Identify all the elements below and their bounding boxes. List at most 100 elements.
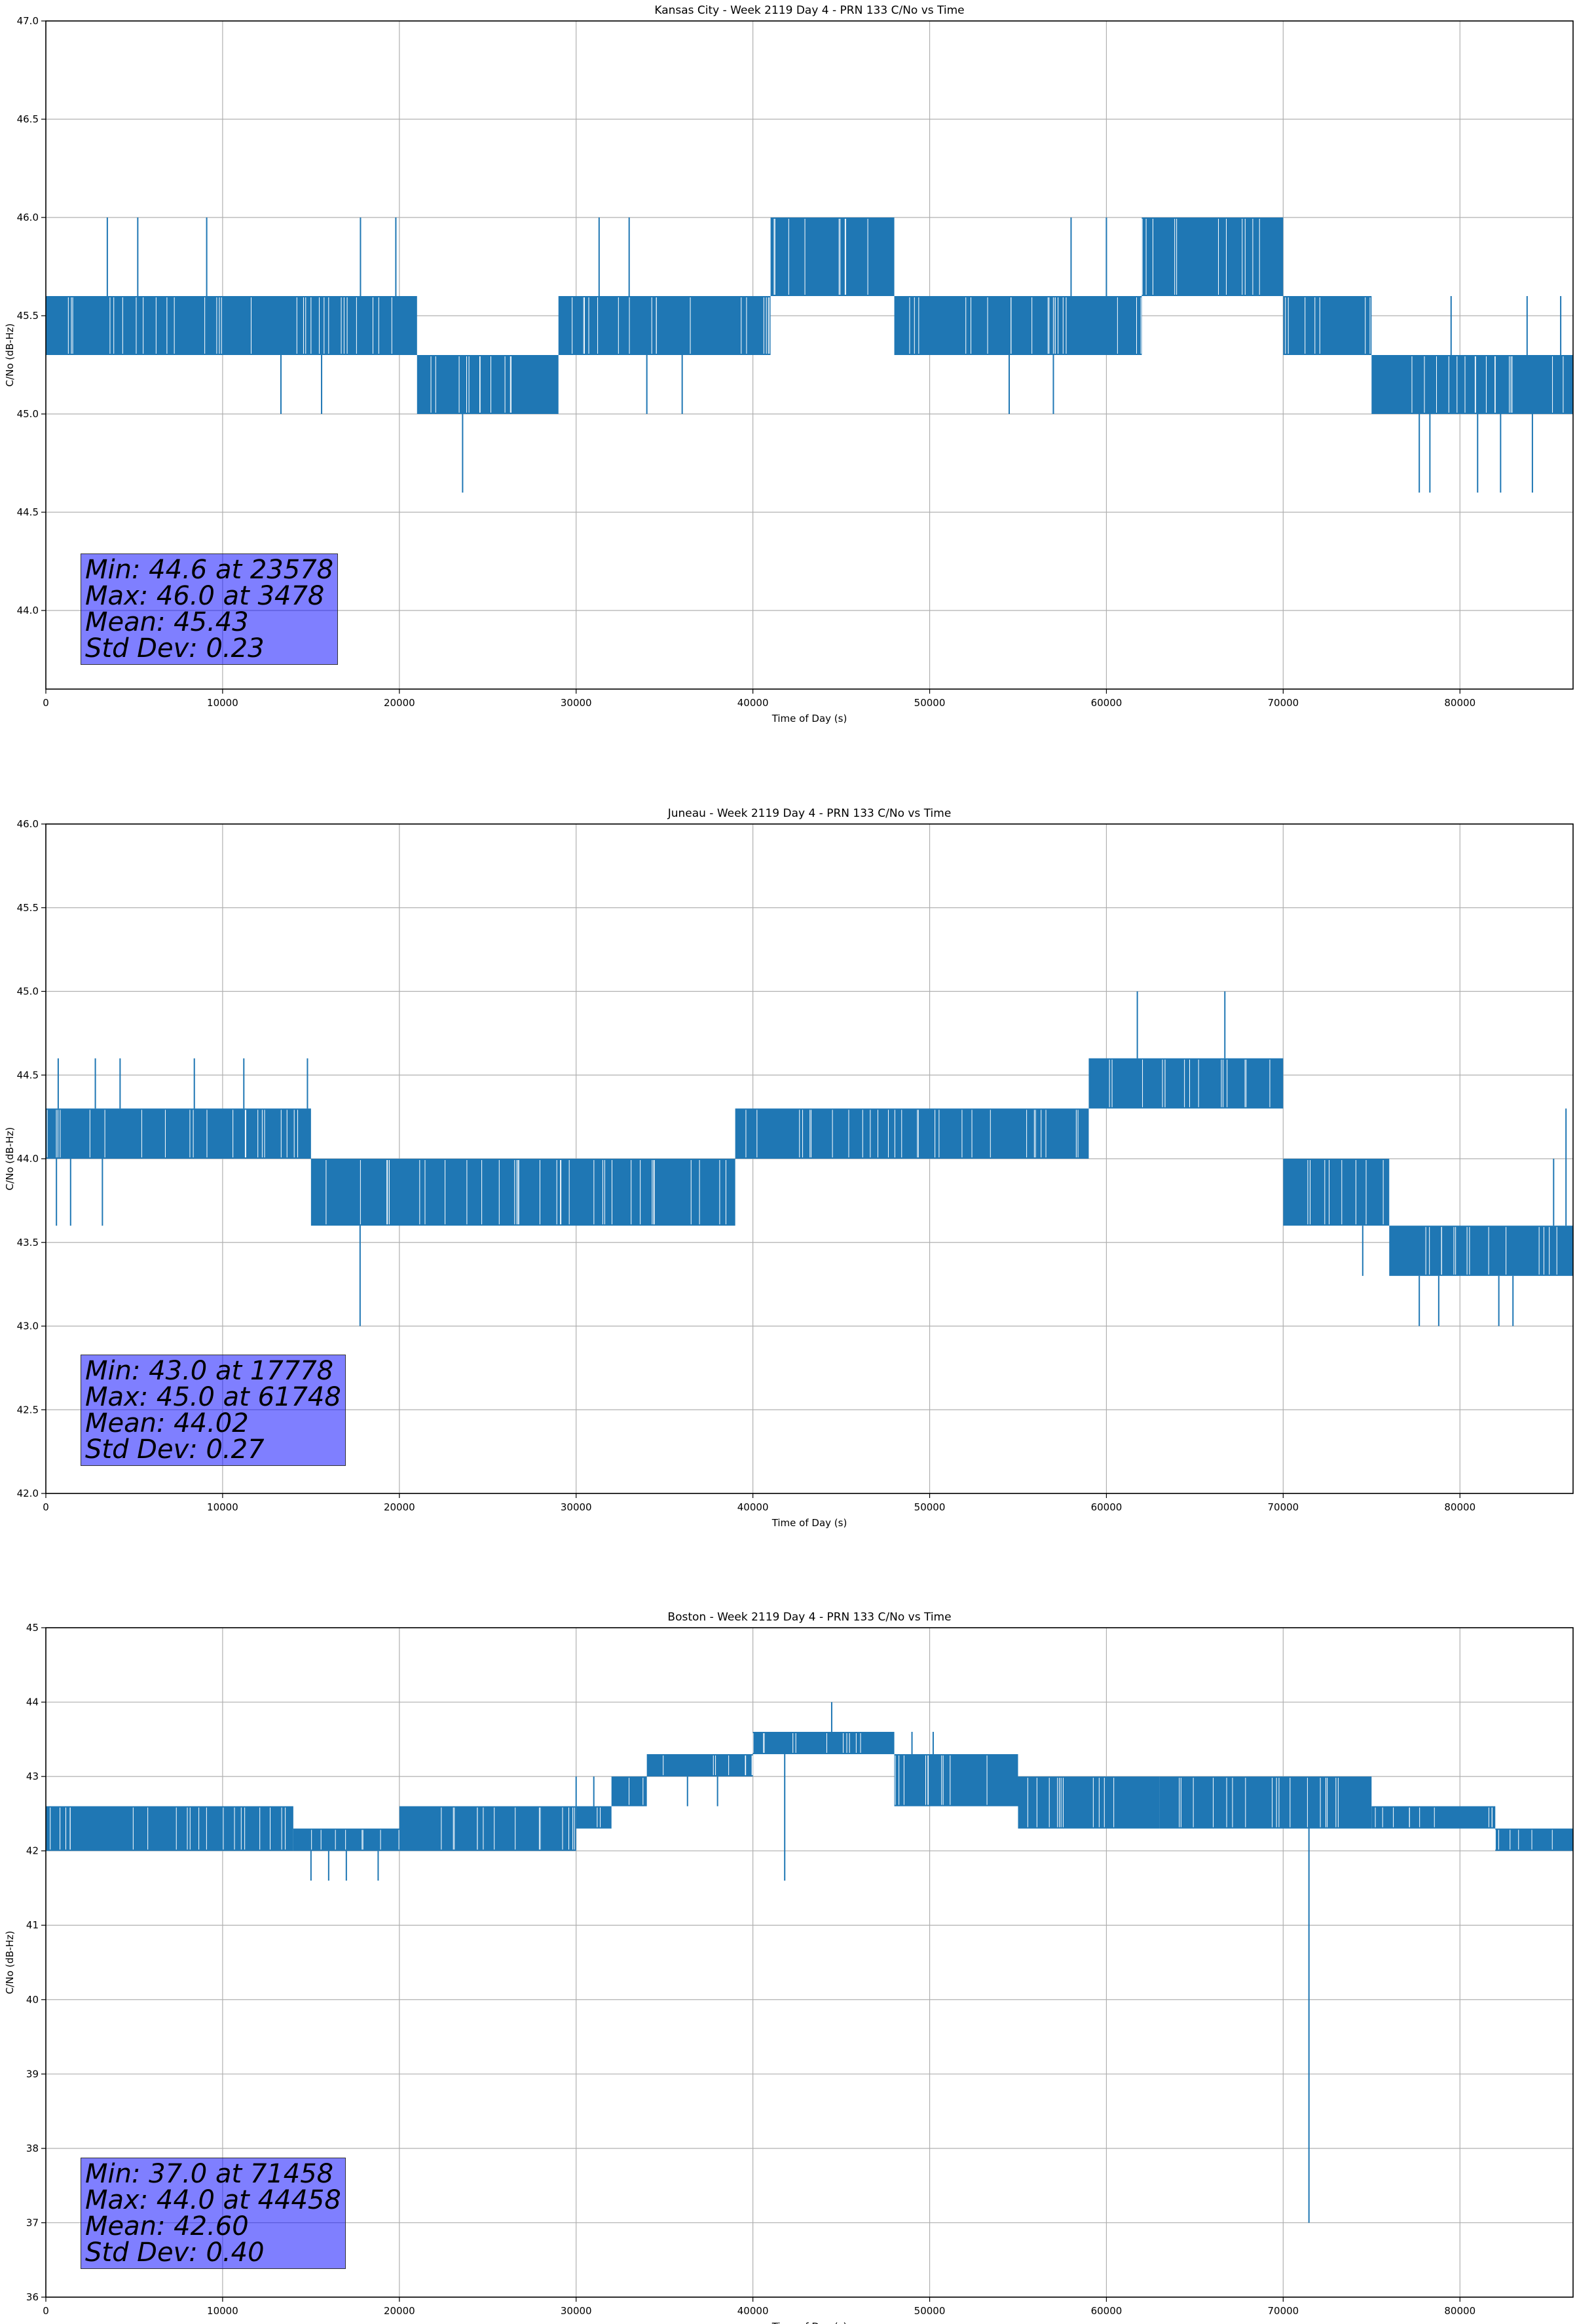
y-tick-label: 41 [26, 1919, 39, 1931]
data-band [310, 1159, 735, 1226]
axes-frame [45, 1627, 1574, 2298]
data-band [576, 1806, 612, 1829]
x-tick-label: 80000 [1444, 2305, 1475, 2317]
data-band [1283, 296, 1372, 355]
stats-max: Max: 46.0 at 3478 [85, 581, 325, 611]
y-tick-label: 38 [26, 2143, 39, 2154]
data-band [1371, 355, 1573, 414]
x-tick-label: 80000 [1444, 1501, 1475, 1513]
stats-max: Max: 44.0 at 44458 [85, 2185, 341, 2215]
data-band [894, 296, 1142, 355]
juneau-stats-box: Min: 43.0 at 17778 Max: 45.0 at 61748 Me… [81, 1355, 346, 1466]
x-tick-label: 20000 [384, 697, 415, 709]
data-band [46, 296, 417, 355]
y-tick-label: 42 [26, 1845, 39, 1857]
data-band [399, 1806, 576, 1851]
data-band [1141, 217, 1284, 296]
data-band [1389, 1226, 1573, 1276]
kansas-city-chart: 0 10000 20000 30000 40000 50000 60000 70000 8000… [4, 4, 1574, 724]
y-tick-label: 45 [26, 1622, 39, 1634]
x-tick-label: 30000 [561, 697, 592, 709]
y-tick-label: 45.0 [17, 408, 39, 420]
y-tick-label: 44.0 [17, 605, 39, 616]
stats-std-dev: Std Dev: 0.23 [85, 633, 265, 664]
x-tick-label: 60000 [1091, 697, 1122, 709]
x-tick-label: 70000 [1267, 1501, 1299, 1513]
y-axis-label: C/No (dB-Hz) [4, 1127, 16, 1191]
x-tick-label: 60000 [1091, 2305, 1122, 2317]
stats-std-dev: Std Dev: 0.40 [85, 2238, 265, 2268]
data-band [293, 1828, 399, 1851]
x-axis-label: Time of Day (s) [771, 713, 847, 724]
x-tick-label: 50000 [914, 2305, 946, 2317]
y-tick-label: 45.5 [17, 902, 39, 914]
x-tick-label: 30000 [561, 2305, 592, 2317]
juneau-chart: 0 10000 20000 30000 40000 50000 60000 70000 8000… [4, 807, 1574, 1529]
chart-title: Juneau - Week 2119 Day 4 - PRN 133 C/No … [667, 807, 952, 820]
y-tick-label: 44 [26, 1696, 39, 1708]
chart-title: Boston - Week 2119 Day 4 - PRN 133 C/No … [667, 1611, 951, 1624]
data-band [558, 296, 771, 355]
chart-title: Kansas City - Week 2119 Day 4 - PRN 133 … [654, 4, 964, 17]
data-band [1088, 1058, 1284, 1109]
y-tick-label: 42.5 [17, 1404, 39, 1415]
stats-min: Min: 37.0 at 71458 [85, 2159, 334, 2189]
x-axis-label: Time of Day (s) [771, 1517, 847, 1529]
y-tick-label: 43.0 [17, 1321, 39, 1332]
data-band [1283, 1159, 1390, 1226]
y-axis-label: C/No (dB-Hz) [4, 324, 16, 387]
stats-min: Min: 44.6 at 23578 [85, 555, 334, 585]
data-band [1018, 1776, 1160, 1829]
stats-mean: Mean: 44.02 [85, 1408, 249, 1438]
stats-std-dev: Std Dev: 0.27 [85, 1434, 265, 1465]
data-band [646, 1754, 753, 1777]
data-band [46, 1806, 293, 1851]
x-tick-label: 40000 [737, 2305, 769, 2317]
x-tick-label: 20000 [384, 2305, 415, 2317]
data-band [770, 217, 895, 296]
data-band [417, 355, 559, 414]
x-tick-label: 70000 [1267, 2305, 1299, 2317]
stats-min: Min: 43.0 at 17778 [85, 1356, 334, 1386]
data-band [46, 1108, 311, 1159]
y-tick-label: 44.5 [17, 506, 39, 518]
x-tick-label: 40000 [737, 697, 769, 709]
axes-frame [45, 20, 1574, 690]
x-tick-label: 50000 [914, 697, 946, 709]
y-tick-label: 45.5 [17, 310, 39, 322]
y-tick-label: 36 [26, 2291, 39, 2303]
y-tick-label: 43 [26, 1771, 39, 1782]
x-tick-label: 10000 [207, 2305, 238, 2317]
stats-mean: Mean: 42.60 [85, 2211, 249, 2241]
data-band [1495, 1828, 1573, 1851]
boston-stats-box: Min: 37.0 at 71458 Max: 44.0 at 44458 Me… [81, 2158, 346, 2269]
y-tick-label: 44.0 [17, 1153, 39, 1165]
x-tick-label: 10000 [207, 697, 238, 709]
y-tick-label: 43.5 [17, 1237, 39, 1248]
stats-mean: Mean: 45.43 [85, 607, 249, 637]
x-tick-label: 60000 [1091, 1501, 1122, 1513]
y-axis-label: C/No (dB-Hz) [4, 1931, 16, 1995]
data-band [894, 1754, 1018, 1807]
y-tick-label: 42.0 [17, 1488, 39, 1499]
y-tick-label: 46.0 [17, 818, 39, 830]
y-tick-label: 46.0 [17, 212, 39, 223]
x-tick-label: 80000 [1444, 697, 1475, 709]
y-tick-label: 45.0 [17, 986, 39, 998]
x-tick-label: 50000 [914, 1501, 946, 1513]
y-tick-label: 37 [26, 2217, 39, 2228]
y-tick-label: 46.5 [17, 113, 39, 125]
boston-chart: 0 10000 20000 30000 40000 50000 60000 70000 8000… [4, 1611, 1574, 2324]
data-band [735, 1108, 1089, 1159]
y-tick-label: 47.0 [17, 15, 39, 27]
data-band [752, 1731, 895, 1755]
kansas-city-stats-box: Min: 44.6 at 23578 Max: 46.0 at 3478 Mea… [81, 553, 339, 665]
y-tick-label: 39 [26, 2068, 39, 2080]
x-tick-label: 0 [43, 2305, 49, 2317]
y-tick-label: 40 [26, 1994, 39, 2006]
x-axis-label: Time of Day (s) [771, 2321, 847, 2324]
x-tick-label: 20000 [384, 1501, 415, 1513]
x-tick-label: 0 [43, 697, 49, 709]
x-tick-label: 0 [43, 1501, 49, 1513]
